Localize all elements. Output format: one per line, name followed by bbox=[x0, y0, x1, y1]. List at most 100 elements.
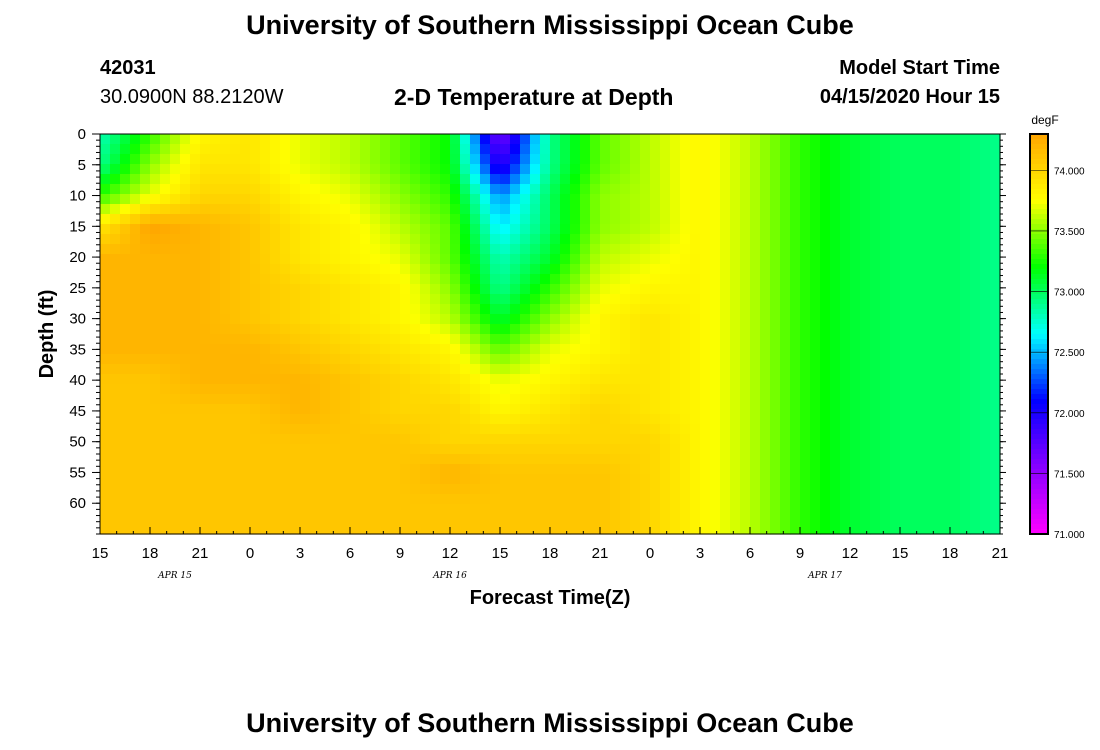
heatmap-cell bbox=[710, 464, 721, 475]
heatmap-cell bbox=[930, 264, 941, 275]
heatmap-cell bbox=[400, 514, 411, 525]
heatmap-cell bbox=[860, 184, 871, 195]
heatmap-cell bbox=[290, 274, 301, 285]
heatmap-cell bbox=[130, 214, 141, 225]
heatmap-cell bbox=[580, 294, 591, 305]
heatmap-cell bbox=[150, 424, 161, 435]
heatmap-cell bbox=[320, 524, 331, 535]
heatmap-cell bbox=[220, 454, 231, 465]
heatmap-cell bbox=[130, 314, 141, 325]
heatmap-cell bbox=[930, 254, 941, 265]
heatmap-cell bbox=[680, 194, 691, 205]
heatmap-cell bbox=[640, 184, 651, 195]
heatmap-cell bbox=[240, 434, 251, 445]
heatmap-cell bbox=[810, 504, 821, 515]
heatmap-cell bbox=[840, 464, 851, 475]
heatmap-cell bbox=[960, 354, 971, 365]
heatmap-cell bbox=[880, 244, 891, 255]
heatmap-cell bbox=[560, 194, 571, 205]
heatmap-cell bbox=[630, 174, 641, 185]
heatmap-cell bbox=[750, 214, 761, 225]
heatmap-cell bbox=[250, 154, 261, 165]
heatmap-cell bbox=[210, 454, 221, 465]
heatmap-cell bbox=[250, 134, 261, 145]
heatmap-cell bbox=[470, 474, 481, 485]
heatmap-cell bbox=[550, 274, 561, 285]
heatmap-cell bbox=[860, 504, 871, 515]
heatmap-cell bbox=[260, 234, 271, 245]
heatmap-cell bbox=[720, 144, 731, 155]
heatmap-cell bbox=[890, 244, 901, 255]
heatmap-cell bbox=[960, 184, 971, 195]
heatmap-cell bbox=[410, 274, 421, 285]
heatmap-cell bbox=[470, 264, 481, 275]
heatmap-cell bbox=[150, 394, 161, 405]
heatmap-cell bbox=[730, 434, 741, 445]
heatmap-cell bbox=[210, 194, 221, 205]
heatmap-cell bbox=[870, 444, 881, 455]
heatmap-cell bbox=[930, 164, 941, 175]
heatmap-cell bbox=[780, 154, 791, 165]
heatmap-cell bbox=[160, 264, 171, 275]
heatmap-cell bbox=[910, 344, 921, 355]
heatmap-cell bbox=[670, 334, 681, 345]
heatmap-cell bbox=[220, 194, 231, 205]
heatmap-cell bbox=[620, 484, 631, 495]
heatmap-cell bbox=[720, 474, 731, 485]
heatmap-cell bbox=[530, 514, 541, 525]
heatmap-cell bbox=[380, 324, 391, 335]
heatmap-cell bbox=[880, 224, 891, 235]
heatmap-cell bbox=[590, 514, 601, 525]
heatmap-cell bbox=[990, 344, 1001, 355]
heatmap-cell bbox=[470, 254, 481, 265]
heatmap-cell bbox=[890, 454, 901, 465]
heatmap-cell bbox=[620, 144, 631, 155]
heatmap-cell bbox=[530, 444, 541, 455]
heatmap-cell bbox=[400, 354, 411, 365]
heatmap-cell bbox=[530, 524, 541, 535]
heatmap-cell bbox=[540, 154, 551, 165]
heatmap-cell bbox=[370, 224, 381, 235]
heatmap-cell bbox=[200, 484, 211, 495]
heatmap-cell bbox=[850, 334, 861, 345]
heatmap-cell bbox=[170, 404, 181, 415]
heatmap-cell bbox=[420, 344, 431, 355]
heatmap-cell bbox=[580, 404, 591, 415]
heatmap-cell bbox=[840, 164, 851, 175]
heatmap-cell bbox=[700, 414, 711, 425]
heatmap-cell bbox=[190, 454, 201, 465]
heatmap-cell bbox=[620, 274, 631, 285]
heatmap-cell bbox=[970, 254, 981, 265]
heatmap-cell bbox=[340, 504, 351, 515]
heatmap-cell bbox=[300, 394, 311, 405]
heatmap-cell bbox=[360, 154, 371, 165]
heatmap-cell bbox=[290, 254, 301, 265]
heatmap-cell bbox=[980, 264, 991, 275]
heatmap-cell bbox=[840, 144, 851, 155]
heatmap-cell bbox=[410, 364, 421, 375]
heatmap-cell bbox=[780, 424, 791, 435]
heatmap-cell bbox=[660, 444, 671, 455]
heatmap-cell bbox=[480, 364, 491, 375]
heatmap-cell bbox=[510, 334, 521, 345]
heatmap-cell bbox=[870, 434, 881, 445]
heatmap-cell bbox=[300, 314, 311, 325]
heatmap-cell bbox=[830, 294, 841, 305]
heatmap-cell bbox=[300, 404, 311, 415]
heatmap-cell bbox=[350, 264, 361, 275]
heatmap-cell bbox=[890, 234, 901, 245]
heatmap-cell bbox=[450, 294, 461, 305]
heatmap-cell bbox=[540, 344, 551, 355]
heatmap-cell bbox=[420, 464, 431, 475]
heatmap-cell bbox=[590, 404, 601, 415]
heatmap-cell bbox=[500, 414, 511, 425]
heatmap-cell bbox=[950, 164, 961, 175]
x-tick-label: 15 bbox=[892, 545, 909, 562]
heatmap-cell bbox=[750, 504, 761, 515]
heatmap-cell bbox=[110, 154, 121, 165]
heatmap-cell bbox=[800, 364, 811, 375]
heatmap-cell bbox=[270, 374, 281, 385]
heatmap-cell bbox=[520, 254, 531, 265]
heatmap-cell bbox=[150, 494, 161, 505]
heatmap-cell bbox=[970, 354, 981, 365]
